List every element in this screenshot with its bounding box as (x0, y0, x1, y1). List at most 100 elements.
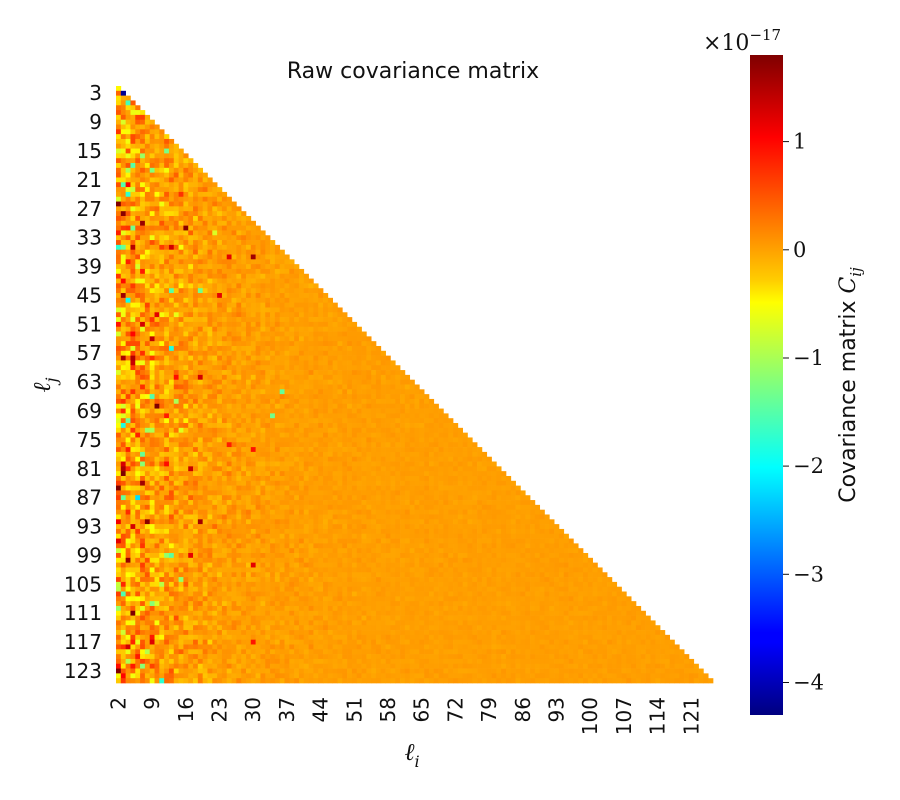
heatmap-cell (308, 341, 314, 347)
heatmap-cell (419, 538, 425, 544)
heatmap-cell (400, 389, 406, 395)
heatmap-cell (140, 447, 146, 453)
heatmap-cell (221, 514, 228, 520)
heatmap-cell (183, 211, 189, 217)
heatmap-cell (414, 423, 420, 429)
heatmap-cell (120, 528, 126, 535)
heatmap-cell (217, 524, 223, 530)
heatmap-cell (125, 187, 131, 193)
heatmap-cell (197, 528, 204, 535)
heatmap-cell (323, 374, 329, 381)
heatmap-cell (188, 427, 194, 433)
heatmap-cell (453, 427, 459, 433)
heatmap-cell (164, 461, 170, 467)
heatmap-cell (197, 485, 204, 491)
heatmap-cell (289, 336, 295, 342)
heatmap-cell (173, 341, 179, 347)
heatmap-cell (116, 475, 122, 482)
heatmap-cell (400, 370, 406, 376)
heatmap-cell (380, 398, 386, 405)
heatmap-cell (409, 432, 415, 438)
heatmap-cell (144, 374, 151, 381)
heatmap-cell (197, 394, 204, 400)
heatmap-cell (202, 418, 208, 424)
heatmap-cell (467, 456, 473, 462)
heatmap-cell (424, 432, 430, 438)
heatmap-cell (279, 379, 285, 385)
heatmap-cell (144, 528, 151, 535)
heatmap-cell (116, 442, 122, 448)
heatmap-cell (400, 524, 406, 530)
heatmap-cell (342, 341, 348, 347)
heatmap-cell (424, 423, 430, 429)
heatmap-cell (260, 413, 266, 419)
heatmap-cell (294, 466, 300, 472)
heatmap-cell (477, 471, 483, 477)
heatmap-cell (419, 408, 425, 414)
heatmap-cell (289, 302, 295, 308)
heatmap-cell (467, 543, 473, 549)
heatmap-cell (168, 264, 175, 270)
heatmap-cell (496, 466, 502, 472)
heatmap-cell (144, 331, 151, 337)
heatmap-cell (173, 461, 179, 467)
heatmap-cell (366, 374, 372, 381)
heatmap-cell (308, 360, 314, 366)
heatmap-cell (284, 341, 290, 347)
heatmap-cell (212, 394, 218, 400)
heatmap-cell (366, 553, 372, 559)
heatmap-cell (236, 211, 242, 217)
heatmap-cell (149, 191, 155, 198)
heatmap-cell (298, 288, 305, 294)
heatmap-cell (395, 538, 401, 544)
heatmap-cell (173, 418, 179, 424)
heatmap-cell (245, 461, 252, 467)
heatmap-cell (313, 519, 319, 525)
heatmap-cell (159, 153, 165, 159)
heatmap-cell (313, 408, 319, 414)
heatmap-cell (361, 413, 367, 419)
heatmap-cell (255, 278, 261, 284)
heatmap-cell (221, 235, 228, 241)
heatmap-cell (390, 504, 396, 511)
heatmap-cell (125, 355, 131, 361)
heatmap-cell (308, 331, 314, 337)
heatmap-cell (303, 432, 309, 438)
heatmap-cell (327, 423, 333, 429)
heatmap-cell (255, 442, 261, 448)
heatmap-cell (140, 134, 146, 140)
heatmap-cell (125, 553, 131, 559)
heatmap-cell (154, 249, 160, 255)
heatmap-cell (351, 524, 358, 530)
heatmap-cell (491, 538, 497, 544)
heatmap-cell (241, 215, 247, 222)
heatmap-cell (164, 240, 170, 246)
heatmap-cell (481, 451, 488, 458)
heatmap-cell (168, 500, 175, 506)
heatmap-cell (116, 90, 122, 96)
heatmap-cell (236, 466, 242, 472)
heatmap-cell (202, 384, 208, 390)
heatmap-cell (308, 442, 314, 448)
heatmap-cell (207, 374, 213, 381)
heatmap-cell (467, 548, 473, 554)
heatmap-cell (250, 259, 256, 265)
heatmap-cell (404, 423, 411, 429)
heatmap-cell (472, 528, 478, 535)
heatmap-cell (486, 514, 492, 520)
heatmap-cell (265, 548, 271, 554)
heatmap-cell (173, 240, 179, 246)
heatmap-cell (409, 538, 415, 544)
heatmap-cell (217, 360, 223, 366)
heatmap-cell (125, 114, 131, 121)
heatmap-cell (217, 302, 223, 308)
heatmap-cell (135, 514, 141, 520)
heatmap-cell (289, 312, 295, 318)
heatmap-cell (390, 379, 396, 385)
heatmap-cell (289, 447, 295, 453)
heatmap-cell (501, 557, 507, 563)
heatmap-cell (207, 235, 213, 241)
heatmap-cell (250, 519, 256, 525)
heatmap-cell (337, 475, 343, 482)
heatmap-cell (255, 389, 261, 395)
